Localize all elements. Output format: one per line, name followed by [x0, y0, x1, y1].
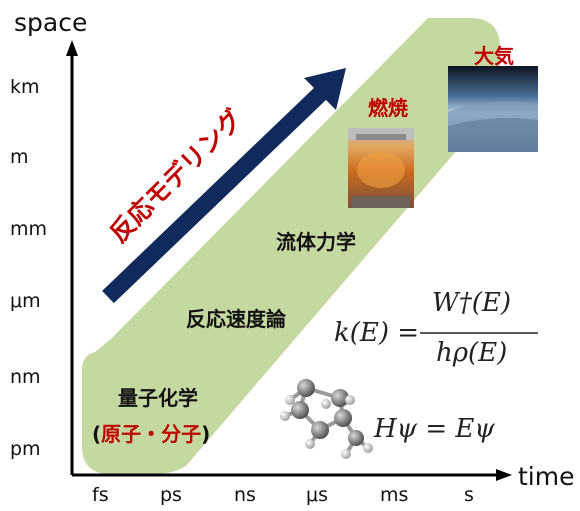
reaction-kinetics-label: 反応速度論	[186, 307, 286, 331]
x-tick-ns: ns	[234, 484, 256, 506]
y-tick-mm: mm	[10, 218, 48, 240]
atoms-molecules-text: 原子・分子	[101, 422, 202, 446]
paren-close: )	[201, 422, 211, 446]
y-tick-km: km	[10, 76, 40, 98]
modeling-arrow-head	[304, 68, 346, 110]
combustion-label: 燃焼	[368, 96, 408, 120]
y-tick-um: μm	[10, 290, 41, 312]
x-tick-s: s	[464, 484, 474, 506]
y-axis-title: space	[14, 8, 88, 37]
x-axis-arrowhead	[496, 469, 512, 481]
y-tick-m: m	[10, 146, 29, 168]
rate-equation-denominator: hρ(E)	[436, 338, 508, 368]
rate-equation-numerator: W†(E)	[432, 288, 511, 318]
y-tick-pm: pm	[10, 438, 41, 460]
x-axis-title: time	[518, 462, 575, 491]
paren-open: (	[92, 422, 102, 446]
fluid-dynamics-label: 流体力学	[276, 230, 356, 254]
x-tick-fs: fs	[92, 484, 109, 506]
atmosphere-label: 大気	[474, 44, 514, 68]
rate-equation-lhs: k(E) =	[334, 318, 420, 348]
schrodinger-equation: Hψ = Eψ	[374, 414, 495, 444]
y-axis-arrowhead	[66, 40, 78, 56]
x-tick-ps: ps	[160, 484, 182, 506]
modeling-arrow-shaft	[102, 85, 328, 304]
combustion-photo	[348, 128, 414, 208]
atoms-molecules-label: (原子・分子)	[92, 418, 210, 447]
molecule-model	[280, 379, 373, 459]
quantum-chemistry-label: 量子化学	[118, 386, 198, 410]
x-tick-us: μs	[306, 484, 328, 506]
x-tick-ms: ms	[380, 484, 409, 506]
y-tick-nm: nm	[10, 366, 41, 388]
atmosphere-photo	[448, 66, 538, 152]
